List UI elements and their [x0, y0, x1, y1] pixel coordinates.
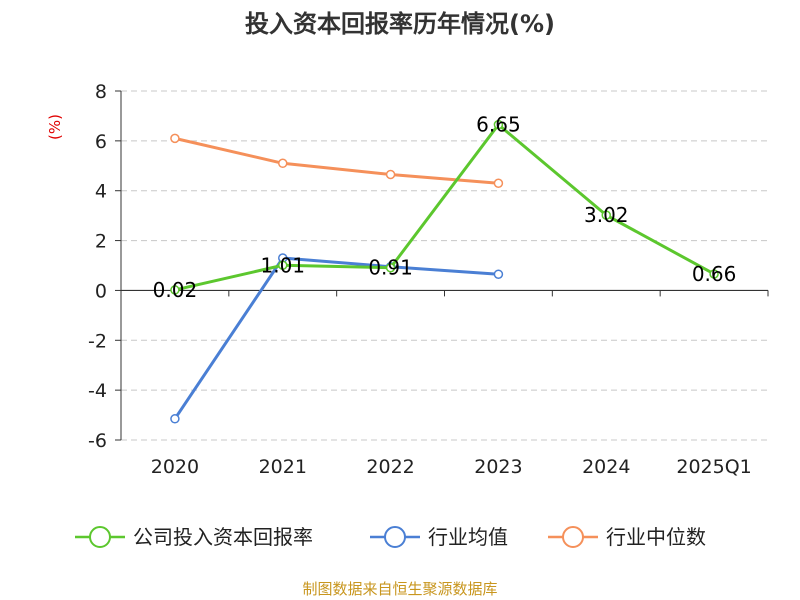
data-label: 0.66 [692, 262, 737, 286]
x-tick-label: 2023 [474, 456, 522, 478]
data-label: 0.02 [153, 278, 198, 302]
x-tick-label: 2024 [582, 456, 630, 478]
legend-label: 行业中位数 [606, 525, 706, 549]
legend-item[interactable]: 行业均值 [370, 525, 508, 549]
data-point [493, 119, 504, 130]
data-point [278, 158, 288, 169]
y-tick-label: -6 [88, 430, 107, 452]
axes: 8 6 4 2 0 -2 -4 -6 2020 2021 2022 2023 2024 2025Q1 [88, 81, 769, 478]
y-tick-label: -4 [88, 380, 107, 402]
legend[interactable]: 公司投入资本回报率 行业均值 行业中位数 [75, 525, 706, 549]
source-note: 制图数据来自恒生聚源数据库 [302, 580, 497, 598]
y-tick-label: -2 [88, 330, 107, 352]
data-point [493, 178, 504, 188]
x-tick-label: 2020 [151, 456, 199, 478]
data-labels: 0.02 1.01 0.91 6.65 3.02 0.66 [153, 113, 737, 302]
y-tick-label: 8 [95, 81, 107, 103]
data-label: 1.01 [260, 253, 305, 277]
data-point [493, 269, 504, 279]
x-tick-label: 2025Q1 [676, 456, 751, 478]
y-tick-label: 4 [95, 181, 107, 203]
data-point [170, 133, 180, 144]
chart-title: 投入资本回报率历年情况(%) [245, 10, 555, 38]
data-point [709, 269, 719, 279]
data-point [278, 260, 288, 271]
x-tick-label: 2021 [259, 456, 307, 478]
y-tick-label: 0 [95, 280, 107, 302]
data-point [385, 262, 396, 273]
legend-label: 行业均值 [428, 525, 508, 549]
data-label: 0.91 [368, 256, 413, 280]
legend-label: 公司投入资本回报率 [133, 525, 313, 549]
legend-item[interactable]: 行业中位数 [548, 525, 706, 549]
legend-marker [89, 526, 111, 548]
y-unit-label: (%) [46, 114, 64, 140]
legend-item[interactable]: 公司投入资本回报率 [75, 525, 313, 549]
data-point [601, 210, 611, 220]
y-tick-label: 2 [95, 231, 107, 253]
x-tick-label: 2022 [366, 456, 414, 478]
data-point [385, 169, 396, 180]
series-line [173, 256, 499, 420]
grid-lines [121, 90, 768, 441]
data-label: 3.02 [584, 203, 629, 227]
series-line [174, 136, 499, 185]
series-lines [170, 119, 719, 424]
data-point [170, 285, 180, 295]
y-tick-label: 6 [95, 131, 107, 153]
series-line [174, 123, 715, 292]
legend-marker [562, 526, 584, 548]
data-point [170, 414, 180, 424]
legend-marker [384, 526, 406, 548]
data-label: 6.65 [476, 113, 521, 137]
